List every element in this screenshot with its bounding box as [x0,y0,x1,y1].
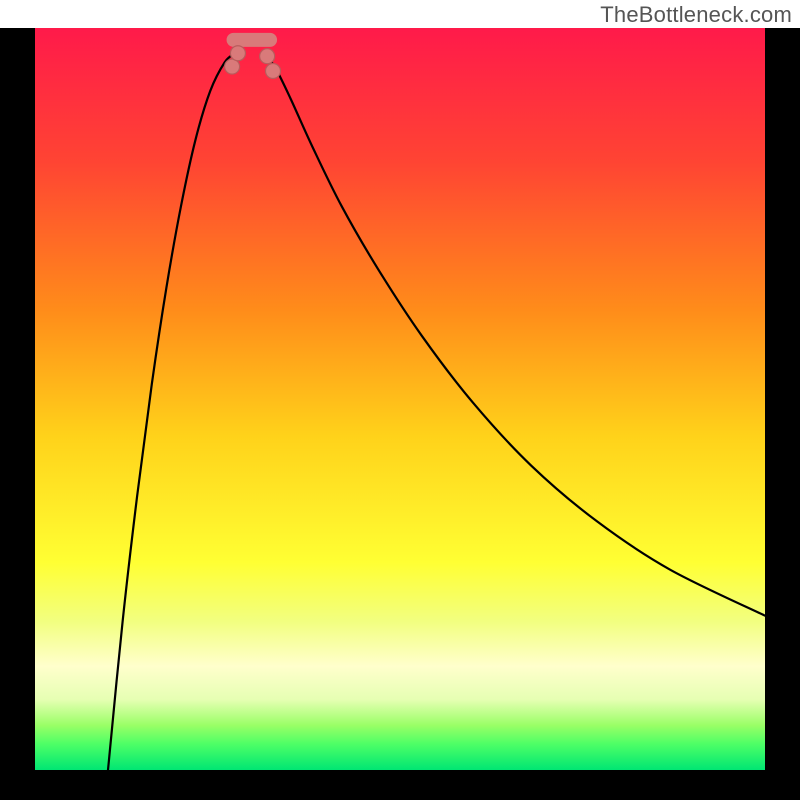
plot-svg [35,28,765,770]
marker-point-1 [230,46,245,61]
gradient-background [35,28,765,770]
marker-point-3 [265,64,280,79]
watermark-text: TheBottleneck.com [600,2,792,28]
marker-point-0 [225,59,240,74]
plot-area [35,28,765,770]
marker-point-2 [260,49,275,64]
stage: TheBottleneck.com [0,0,800,800]
